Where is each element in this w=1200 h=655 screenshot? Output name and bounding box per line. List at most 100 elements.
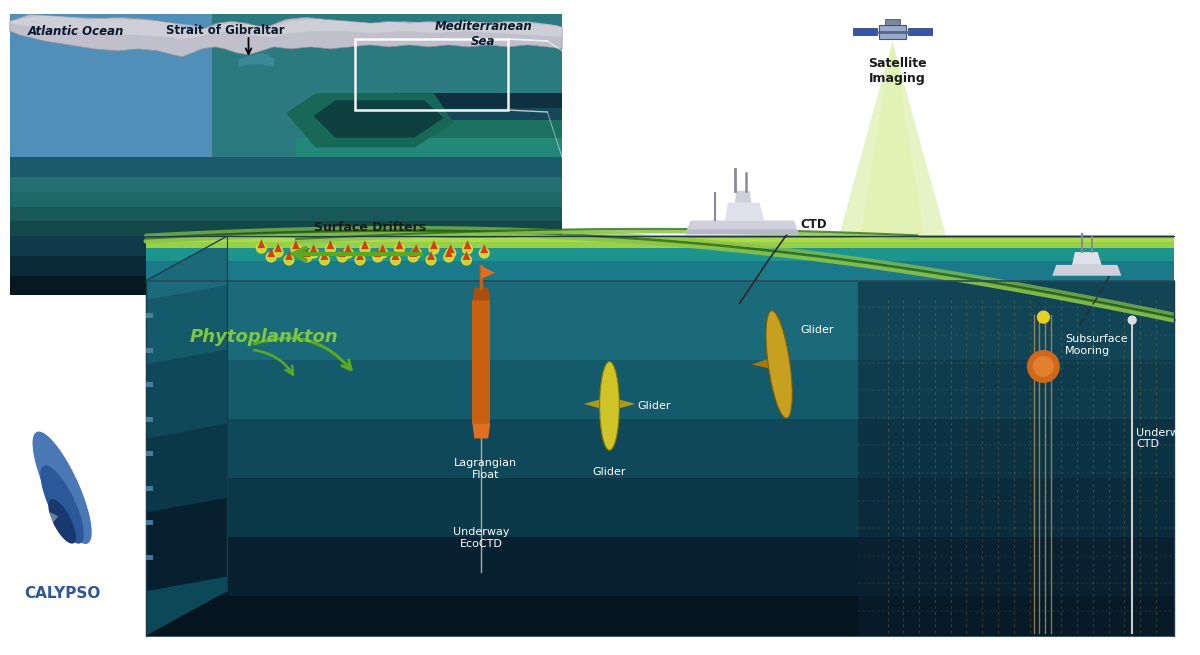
Ellipse shape: [600, 362, 619, 450]
Polygon shape: [373, 248, 382, 257]
Polygon shape: [313, 100, 444, 138]
Bar: [853, 28, 877, 35]
Bar: [146, 417, 152, 422]
Polygon shape: [858, 280, 1174, 636]
Circle shape: [430, 244, 439, 254]
Polygon shape: [146, 242, 1174, 248]
Circle shape: [325, 244, 335, 254]
Bar: [146, 313, 152, 318]
Polygon shape: [146, 236, 1174, 261]
Circle shape: [373, 252, 383, 262]
Circle shape: [301, 252, 312, 262]
Polygon shape: [10, 192, 562, 207]
Polygon shape: [617, 399, 635, 409]
Polygon shape: [430, 240, 438, 249]
Text: Satellite
Imaging: Satellite Imaging: [868, 57, 926, 84]
Circle shape: [319, 255, 329, 265]
Circle shape: [1038, 311, 1049, 323]
Circle shape: [1128, 316, 1136, 324]
Bar: [884, 19, 900, 26]
Polygon shape: [10, 236, 562, 256]
Polygon shape: [146, 238, 1174, 242]
Polygon shape: [10, 157, 562, 295]
Polygon shape: [463, 240, 472, 249]
Polygon shape: [374, 103, 562, 120]
Polygon shape: [734, 191, 751, 203]
Circle shape: [1027, 350, 1060, 383]
Polygon shape: [427, 251, 434, 260]
Text: Glider: Glider: [637, 401, 671, 411]
Polygon shape: [274, 243, 282, 252]
Bar: [878, 26, 906, 39]
Text: CALYPSO: CALYPSO: [24, 586, 101, 601]
Text: Strait of Gibraltar: Strait of Gibraltar: [166, 24, 284, 37]
Polygon shape: [10, 221, 562, 236]
Polygon shape: [10, 256, 562, 276]
Text: Phytoplankton: Phytoplankton: [190, 328, 338, 346]
Bar: [146, 383, 152, 387]
Text: Underway
CTD: Underway CTD: [1136, 428, 1193, 449]
Polygon shape: [146, 537, 1174, 596]
Polygon shape: [212, 14, 562, 157]
Polygon shape: [146, 236, 227, 301]
Polygon shape: [481, 266, 496, 278]
Polygon shape: [146, 350, 227, 438]
Polygon shape: [32, 432, 91, 544]
Polygon shape: [302, 248, 311, 257]
Circle shape: [390, 255, 401, 265]
Polygon shape: [10, 15, 562, 39]
Polygon shape: [296, 138, 562, 157]
Circle shape: [274, 247, 283, 257]
Circle shape: [290, 244, 301, 254]
Polygon shape: [462, 251, 470, 260]
Polygon shape: [146, 280, 1174, 636]
Polygon shape: [48, 499, 76, 544]
Text: Underway
EcoCTD: Underway EcoCTD: [454, 527, 510, 549]
Polygon shape: [146, 419, 1174, 478]
Polygon shape: [338, 248, 346, 257]
Polygon shape: [344, 244, 352, 253]
Polygon shape: [10, 207, 562, 221]
Bar: [146, 348, 152, 352]
Polygon shape: [146, 478, 1174, 537]
Circle shape: [337, 252, 347, 262]
Circle shape: [395, 244, 404, 254]
Bar: [146, 555, 152, 560]
Circle shape: [408, 252, 418, 262]
Bar: [146, 486, 152, 491]
Polygon shape: [473, 301, 490, 424]
Polygon shape: [146, 360, 1174, 419]
Circle shape: [426, 255, 436, 265]
Polygon shape: [10, 157, 562, 177]
Polygon shape: [258, 239, 265, 248]
Polygon shape: [584, 399, 601, 409]
Text: Glider: Glider: [593, 467, 626, 477]
Polygon shape: [146, 235, 1174, 238]
Polygon shape: [445, 248, 452, 257]
Text: Lagrangian
Float: Lagrangian Float: [454, 458, 517, 479]
Polygon shape: [751, 358, 769, 368]
Polygon shape: [1052, 265, 1121, 276]
Circle shape: [284, 255, 294, 265]
Bar: [355, 39, 508, 110]
Polygon shape: [818, 41, 966, 310]
Polygon shape: [146, 236, 227, 636]
Polygon shape: [268, 248, 275, 257]
Polygon shape: [10, 177, 562, 192]
Text: Glider: Glider: [800, 325, 834, 335]
Circle shape: [266, 252, 276, 262]
Polygon shape: [473, 424, 490, 438]
Polygon shape: [146, 280, 1174, 360]
Polygon shape: [146, 424, 227, 512]
Polygon shape: [286, 93, 454, 147]
Polygon shape: [10, 276, 562, 295]
Bar: [146, 520, 152, 525]
Circle shape: [378, 248, 388, 258]
Circle shape: [444, 252, 454, 262]
Polygon shape: [146, 236, 1174, 280]
Polygon shape: [391, 251, 400, 260]
Polygon shape: [320, 251, 329, 260]
Circle shape: [308, 248, 318, 258]
Polygon shape: [395, 93, 562, 108]
Polygon shape: [146, 596, 1174, 636]
